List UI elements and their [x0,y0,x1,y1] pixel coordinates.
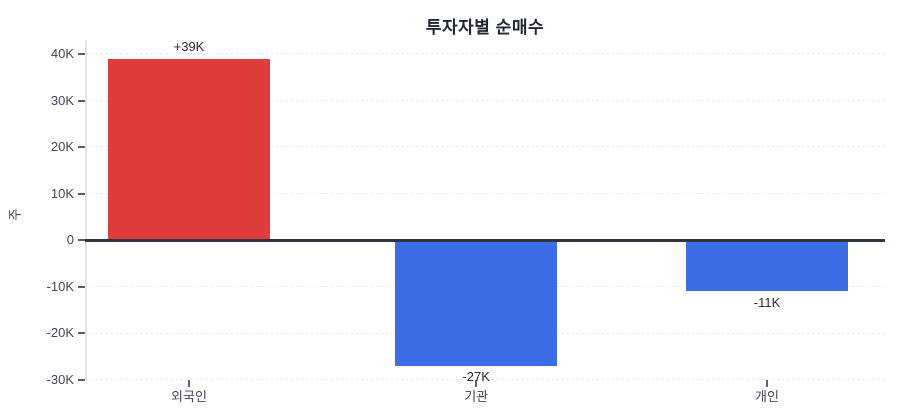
zero-axis-line [85,239,885,242]
y-tick-mark [78,332,85,335]
y-tick-mark [78,239,85,242]
y-tick-label: 10K [50,185,74,201]
y-tick-mark [78,99,85,102]
x-tick-label: 기관 [464,389,489,404]
bar-value-label: +39K [173,38,205,54]
y-tick-label: -30K [46,372,74,387]
y-gridline [85,192,885,194]
y-tick-label: 0 [66,232,74,248]
y-tick-label: 30K [50,92,74,108]
y-tick-mark [78,379,85,381]
chart-bar[interactable] [686,240,848,292]
plot-area [85,40,887,380]
y-tick-mark [78,52,85,55]
y-tick-mark [78,146,85,149]
y-gridline [85,379,885,381]
x-tick-label: 외국인 [171,389,207,404]
y-gridline [85,53,885,55]
chart-bar[interactable] [108,58,270,241]
y-tick-label: 40K [50,45,74,61]
y-tick-mark [78,192,85,195]
chart-bar[interactable] [395,240,558,367]
chart-title: 투자자별 순매수 [425,18,545,37]
bar-value-label: -27K [462,369,490,385]
x-tick-mark [475,380,478,387]
bar-value-label: -11K [753,294,781,310]
x-tick-label: 개인 [755,389,779,404]
y-tick-label: -10K [46,278,74,294]
x-tick-mark [188,380,190,387]
y-gridline [85,99,885,101]
y-tick-mark [78,285,85,288]
y-tick-label: 20K [50,139,74,155]
x-tick-mark [766,380,768,387]
y-gridline [85,146,885,148]
y-tick-label: -20K [46,325,74,341]
